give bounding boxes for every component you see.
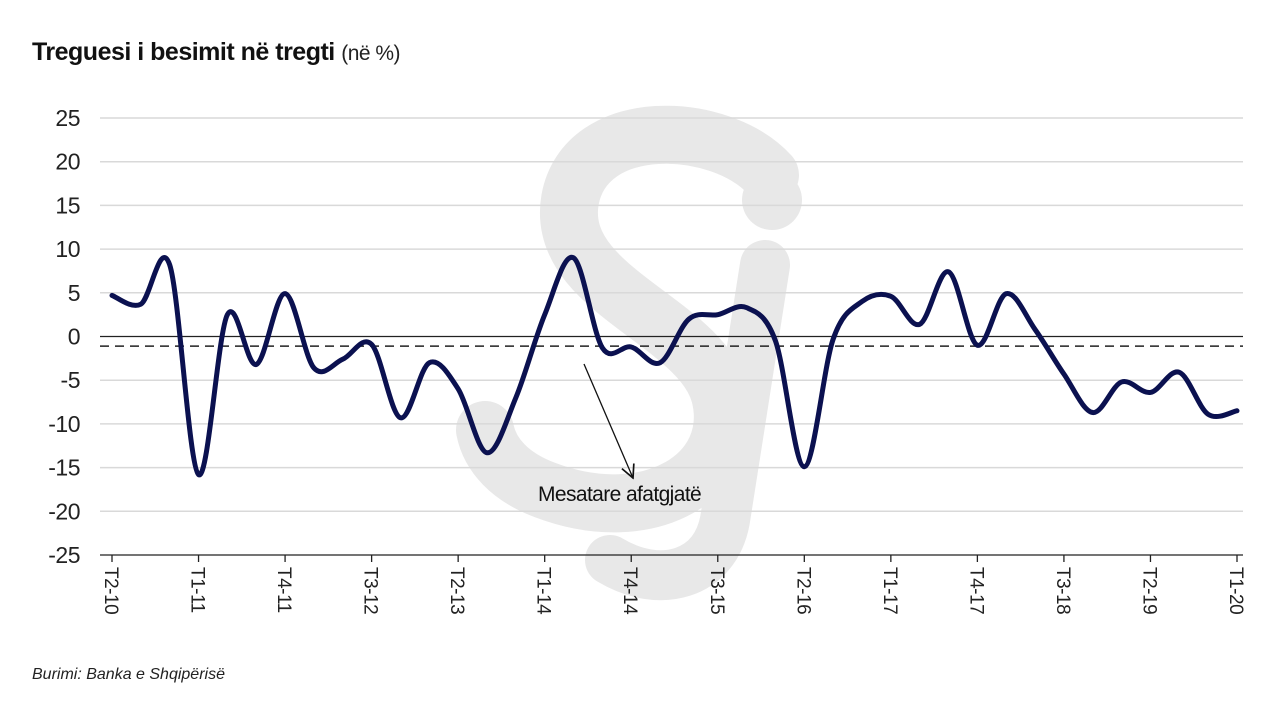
x-tick-label: T4-11: [273, 567, 294, 613]
y-tick-label: -5: [61, 367, 80, 393]
series-line: [109, 254, 1240, 478]
y-tick-label: -15: [48, 455, 80, 481]
y-tick-label: -25: [48, 542, 80, 568]
x-tick-label: T2-19: [1138, 567, 1159, 614]
chart-title-unit: (në %): [341, 42, 401, 65]
x-tick-label: T3-12: [360, 567, 381, 614]
x-tick-label: T1-11: [187, 567, 208, 613]
x-tick-label: T1-17: [879, 567, 900, 614]
x-tick-label: T4-14: [619, 567, 640, 615]
y-tick-label: 5: [68, 280, 80, 306]
y-tick-label: 25: [55, 105, 80, 131]
annotation-label: Mesatare afatgjatë: [538, 483, 701, 506]
annotation-arrow: [583, 363, 633, 478]
chart-title-main: Treguesi i besimit në tregti: [32, 38, 335, 66]
x-tick-label: T2-10: [100, 567, 121, 614]
watermark-j-stem: [585, 240, 790, 601]
x-tick-label: T1-20: [1225, 567, 1246, 614]
y-tick-label: 15: [55, 192, 80, 218]
y-tick-label: -10: [48, 411, 80, 437]
watermark-s-shape: [456, 105, 799, 533]
source-note: Burimi: Banka e Shqipërisë: [32, 666, 225, 683]
y-tick-label: 20: [55, 149, 80, 175]
y-tick-label: 0: [68, 324, 80, 350]
y-tick-label: -20: [48, 498, 80, 524]
x-tick-label: T4-17: [965, 567, 986, 614]
x-tick-label: T2-13: [446, 567, 467, 614]
x-tick-label: T3-18: [1052, 567, 1073, 614]
watermark-j-dot: [742, 170, 802, 230]
y-tick-label: 10: [55, 236, 80, 262]
x-tick-label: T3-15: [706, 567, 727, 614]
x-tick-label: T2-16: [792, 567, 813, 614]
chart-title: Treguesi i besimit në tregti (në %): [32, 38, 401, 67]
x-tick-label: T1-14: [533, 567, 554, 615]
watermark-logo: [456, 105, 802, 601]
